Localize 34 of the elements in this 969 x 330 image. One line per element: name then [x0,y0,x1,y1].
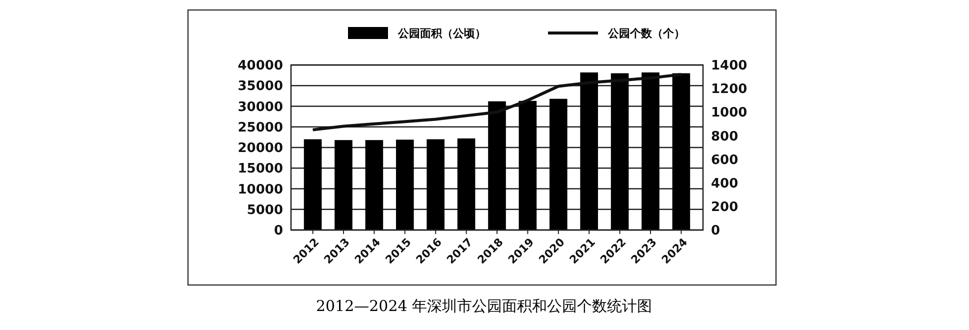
bar [518,100,537,230]
y2-tick-label: 0 [711,224,720,239]
bar [396,140,414,230]
legend-label: 公园个数（个） [607,26,685,40]
y2-tick-label: 200 [711,200,738,215]
bar [426,139,444,230]
bar [488,101,506,230]
y-tick-label: 0 [274,224,283,239]
bar [550,98,568,230]
bar [365,140,384,230]
text: 2012—2024 年深圳市公园面积和公园个数统计图 [316,297,652,315]
bar [642,72,660,230]
y2-tick-label: 1200 [711,82,748,98]
y-tick-label: 40000 [238,58,283,74]
y2-tick-label: 1400 [711,58,748,74]
y2-tick-label: 600 [711,152,738,168]
y2-tick-label: 400 [711,176,738,192]
y-tick-label: 20000 [238,141,283,156]
bar [672,73,690,230]
y-tick-label: 25000 [238,120,283,136]
y-tick-label: 30000 [238,100,283,115]
y-tick-label: 5000 [246,202,283,218]
y-tick-label: 35000 [238,79,283,94]
bar [334,140,352,230]
bar [580,72,598,230]
y2-tick-label: 1000 [711,106,748,121]
y-tick-label: 10000 [238,182,283,198]
y-tick-label: 15000 [238,162,283,177]
legend-label: 公园面积（公顷） [397,26,486,40]
bar [304,139,322,230]
bar [457,138,476,230]
bar [610,73,629,230]
line-series [311,72,683,132]
y2-tick-label: 800 [711,129,738,144]
